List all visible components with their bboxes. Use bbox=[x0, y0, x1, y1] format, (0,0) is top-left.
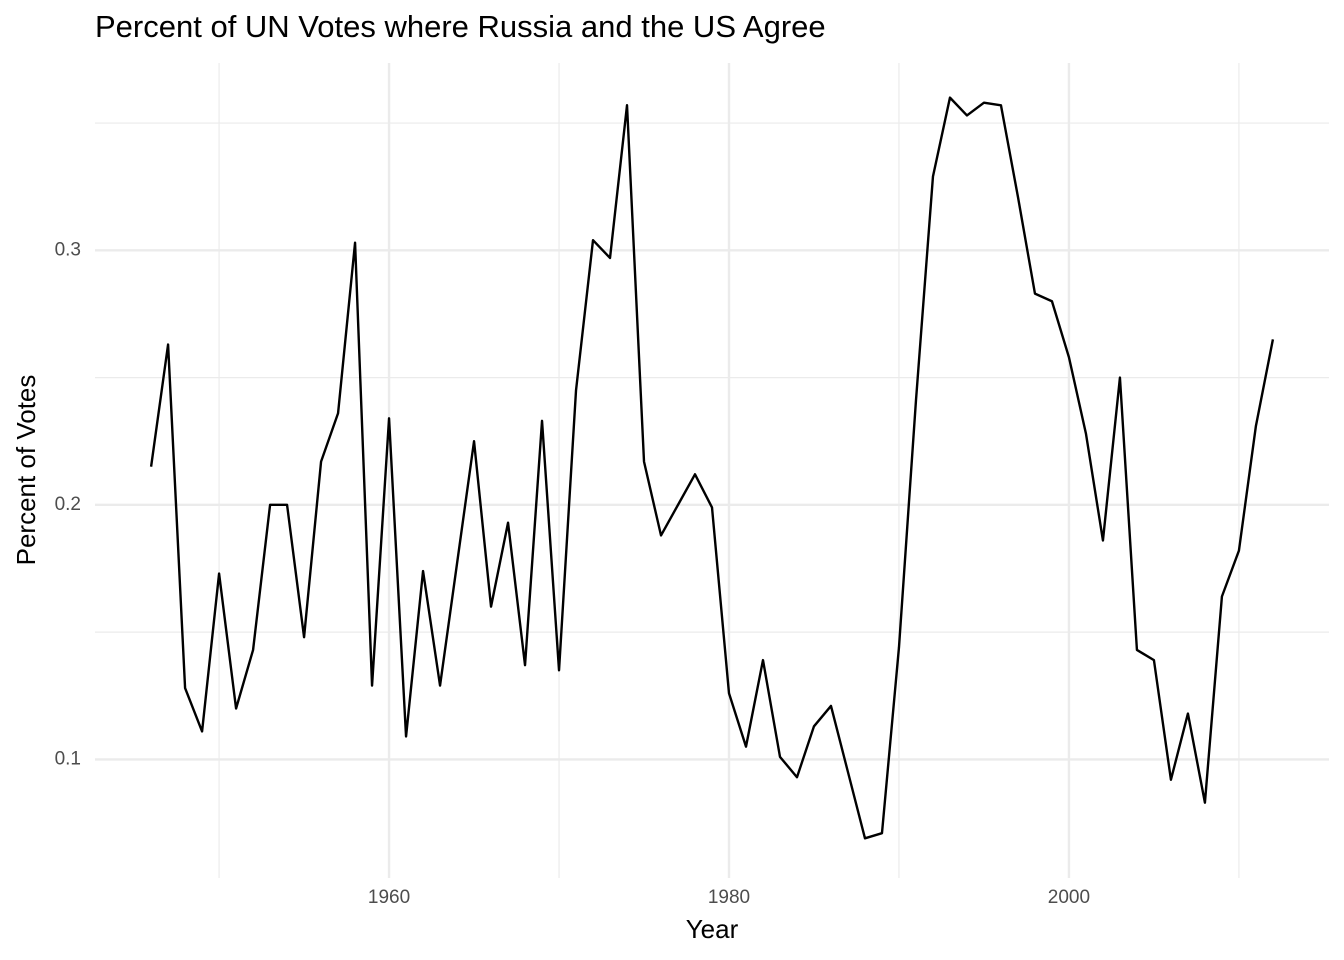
line bbox=[149, 96, 1275, 840]
x-tick-label: 1960 bbox=[368, 887, 410, 908]
x-tick-label: 1980 bbox=[708, 887, 750, 908]
y-tick-label: 0.3 bbox=[55, 239, 81, 260]
y-tick-label: 0.1 bbox=[55, 748, 81, 769]
y-tick-label: 0.2 bbox=[55, 494, 81, 515]
x-axis-label: Year bbox=[686, 914, 739, 944]
x-tick-label: 2000 bbox=[1048, 887, 1090, 908]
y-axis-label: Percent of Votes bbox=[11, 375, 41, 566]
chart-title: Percent of UN Votes where Russia and the… bbox=[95, 9, 826, 44]
